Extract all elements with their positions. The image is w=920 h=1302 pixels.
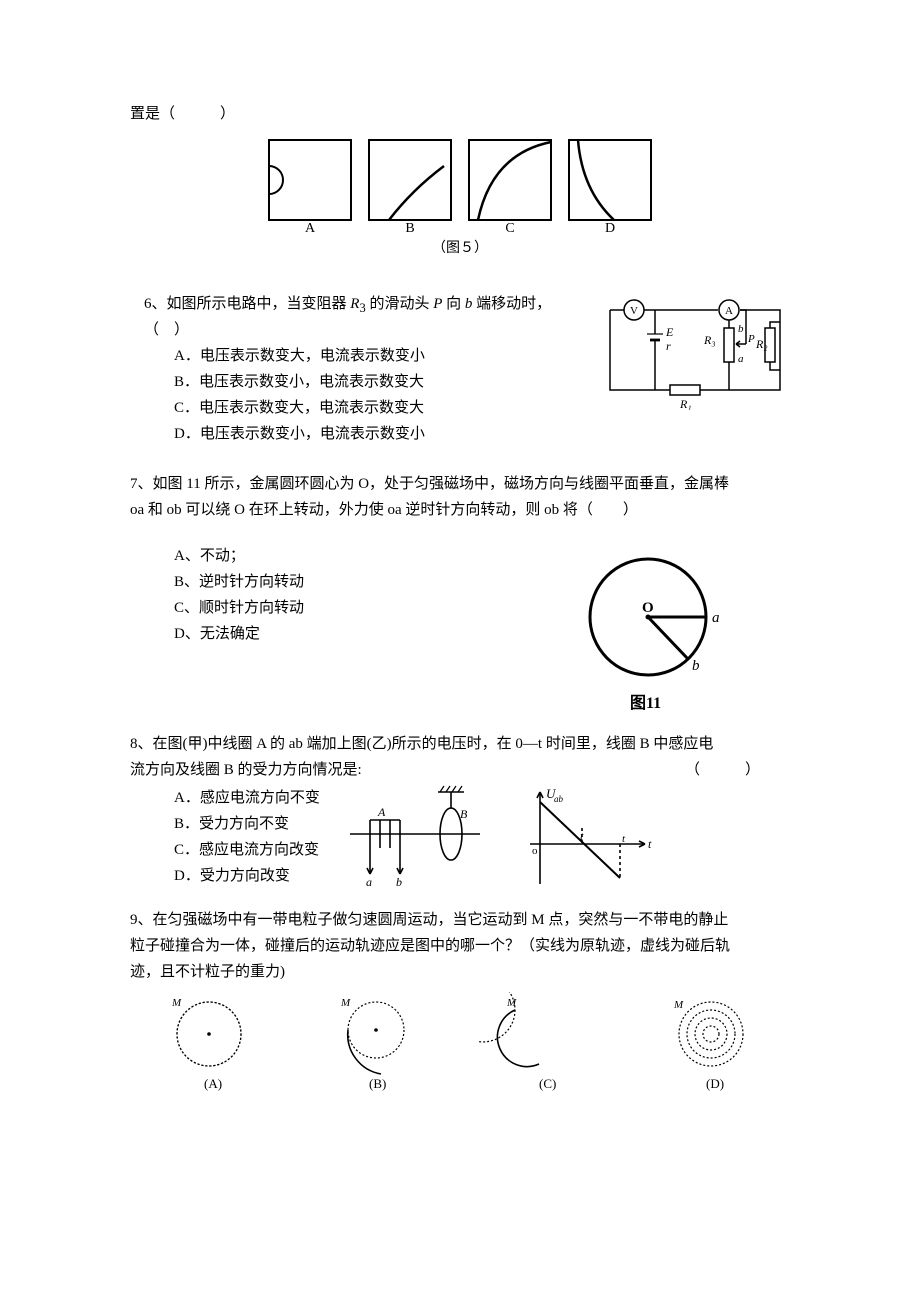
svg-text:b: b: [738, 323, 744, 335]
fig5-box-d: D: [564, 136, 656, 234]
fig5-label-a: A: [305, 221, 316, 234]
svg-text:R₂: R₂: [755, 337, 768, 351]
svg-text:r: r: [666, 339, 671, 353]
svg-text:P: P: [747, 333, 755, 345]
q8-opt-a: A．感应电流方向不变: [130, 786, 320, 810]
q9-fig-c: M (C): [479, 992, 609, 1092]
svg-text:O: O: [642, 600, 654, 616]
q9-fig-d: M (D): [646, 992, 776, 1092]
q7-opt-d: D、无法确定: [130, 622, 550, 646]
svg-text:t: t: [580, 829, 584, 843]
q8-stem2: 流方向及线圈 B 的受力方向情况是: （ ）: [130, 758, 790, 782]
fragment-line: 置是（ ）: [130, 102, 790, 126]
svg-text:a: a: [712, 610, 720, 626]
svg-text:A: A: [725, 305, 733, 317]
q7-figure: O a b 图11: [570, 542, 730, 712]
q9-stem1: 9、在匀强磁场中有一带电粒子做匀速圆周运动，当它运动到 M 点，突然与一不带电的…: [130, 908, 790, 932]
q6-opt-a: A．电压表示数变大，电流表示数变小: [130, 344, 580, 368]
q9-fig-b: M (B): [311, 992, 441, 1092]
fig5-label-d: D: [605, 221, 615, 234]
q6-circuit: V A E r: [600, 290, 790, 410]
svg-text:(A): (A): [204, 1076, 222, 1091]
svg-text:R₁: R₁: [679, 397, 692, 410]
fig5-label-b: B: [405, 221, 414, 234]
q8-figure: A a b B: [340, 784, 790, 894]
svg-text:a: a: [738, 353, 744, 365]
svg-text:t: t: [648, 837, 652, 851]
svg-text:b: b: [396, 875, 402, 889]
q7-stem2: oa 和 ob 可以绕 O 在环上转动，外力使 oa 逆时针方向转动，则 ob …: [130, 498, 790, 522]
q7-opt-b: B、逆时针方向转动: [130, 570, 550, 594]
fig5-row: A B C D: [130, 136, 790, 234]
svg-text:M: M: [506, 997, 517, 1009]
q9-figures: M (A) M (B) M (C): [130, 992, 790, 1092]
q8-opt-b: B．受力方向不变: [130, 812, 320, 836]
fig5-caption: （图５）: [130, 238, 790, 260]
q9-stem2: 粒子碰撞合为一体，碰撞后的运动轨迹应是图中的哪一个？（实线为原轨迹，虚线为碰后轨: [130, 934, 790, 958]
svg-text:M: M: [171, 997, 182, 1009]
svg-text:o: o: [532, 845, 538, 857]
q7-opt-a: A、不动；: [130, 544, 550, 568]
q9-fig-a: M (A): [144, 992, 274, 1092]
q8-opt-d: D．受力方向改变: [130, 864, 320, 888]
svg-text:R₃: R₃: [703, 333, 716, 347]
q9-stem3: 迹，且不计粒子的重力): [130, 960, 790, 984]
fig5-label-c: C: [505, 221, 514, 234]
fig5-box-a: A: [264, 136, 356, 234]
q6-opt-c: C．电压表示数变大，电流表示数变大: [130, 396, 580, 420]
svg-text:(C): (C): [539, 1076, 556, 1091]
fig5-box-b: B: [364, 136, 456, 234]
q7-stem1: 7、如图 11 所示，金属圆环圆心为 O，处于匀强磁场中，磁场方向与线圈平面垂直…: [130, 472, 790, 496]
svg-text:M: M: [673, 999, 684, 1011]
svg-text:b: b: [692, 658, 700, 674]
svg-text:图11: 图11: [630, 694, 661, 712]
fig5-box-c: C: [464, 136, 556, 234]
svg-text:E: E: [665, 325, 674, 339]
q6-opt-b: B．电压表示数变小，电流表示数变大: [130, 370, 580, 394]
svg-text:A: A: [377, 805, 386, 819]
svg-text:V: V: [630, 305, 638, 317]
svg-text:M: M: [340, 997, 351, 1009]
q7-opt-c: C、顺时针方向转动: [130, 596, 550, 620]
q6-stem: 6、如图所示电路中，当变阻器 R3 的滑动头 P 向 b 端移动时，（ ）: [130, 292, 580, 342]
svg-text:(B): (B): [369, 1076, 386, 1091]
svg-text:ab: ab: [554, 794, 564, 804]
q6-opt-d: D．电压表示数变小，电流表示数变小: [130, 422, 580, 446]
svg-text:(D): (D): [706, 1076, 724, 1091]
q8-opt-c: C．感应电流方向改变: [130, 838, 320, 862]
svg-text:B: B: [460, 807, 468, 821]
q8-stem1: 8、在图(甲)中线圈 A 的 ab 端加上图(乙)所示的电压时，在 0—t 时间…: [130, 732, 790, 756]
svg-text:a: a: [366, 875, 372, 889]
